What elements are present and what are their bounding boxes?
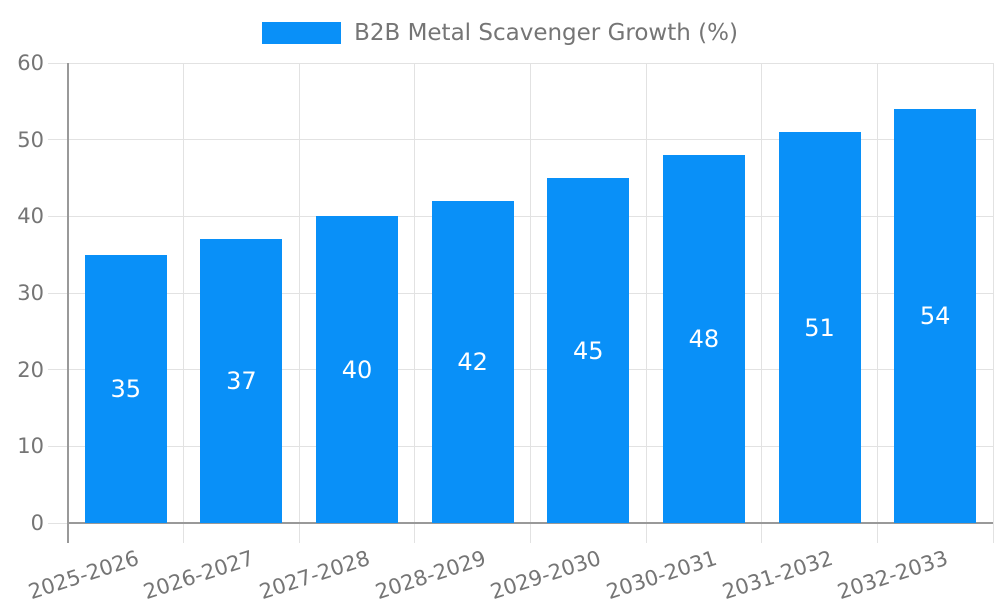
y-axis-tick-label: 0 bbox=[30, 511, 44, 535]
y-axis-tick-label: 40 bbox=[17, 204, 44, 229]
gridline-vertical bbox=[298, 63, 300, 543]
gridline-vertical bbox=[414, 63, 416, 543]
bar-value-label: 37 bbox=[226, 367, 257, 396]
bar bbox=[316, 216, 399, 523]
bar bbox=[894, 109, 977, 523]
bar bbox=[431, 201, 514, 523]
y-axis-tick-label: 20 bbox=[17, 357, 44, 382]
y-axis-tick-label: 50 bbox=[17, 127, 44, 152]
gridline-vertical bbox=[645, 63, 647, 543]
y-axis-line bbox=[67, 63, 69, 543]
gridline-horizontal bbox=[48, 215, 993, 217]
bar-value-label: 48 bbox=[688, 325, 720, 353]
bar-value-label: 51 bbox=[804, 313, 835, 342]
y-axis-tick-label: 10 bbox=[17, 434, 44, 459]
gridline-horizontal bbox=[48, 369, 993, 371]
gridline-vertical bbox=[183, 63, 185, 543]
gridline-vertical bbox=[761, 63, 763, 543]
legend-label: B2B Metal Scavenger Growth (%) bbox=[354, 19, 738, 46]
bar-value-label: 54 bbox=[919, 302, 951, 330]
bar bbox=[662, 155, 745, 523]
gridline-horizontal bbox=[48, 139, 993, 141]
bar-value-label: 45 bbox=[573, 336, 604, 365]
gridline-vertical bbox=[876, 63, 878, 543]
bar bbox=[200, 239, 283, 523]
bar bbox=[778, 132, 861, 523]
bar-value-label: 40 bbox=[341, 355, 373, 384]
y-axis-tick-label: 30 bbox=[17, 281, 44, 305]
gridline-horizontal bbox=[48, 292, 993, 294]
bar bbox=[547, 178, 630, 523]
bar-value-label: 35 bbox=[110, 374, 142, 403]
bar bbox=[84, 254, 167, 523]
bar-value-label: 42 bbox=[457, 348, 488, 376]
legend[interactable]: B2B Metal Scavenger Growth (%) bbox=[0, 19, 1000, 47]
y-axis-tick-label: 60 bbox=[17, 51, 44, 75]
gridline-vertical bbox=[530, 63, 531, 543]
gridline-vertical bbox=[992, 63, 994, 543]
gridline-horizontal bbox=[48, 62, 993, 64]
legend-swatch bbox=[262, 22, 342, 44]
gridline-horizontal bbox=[48, 445, 993, 447]
x-axis-line bbox=[68, 522, 993, 524]
